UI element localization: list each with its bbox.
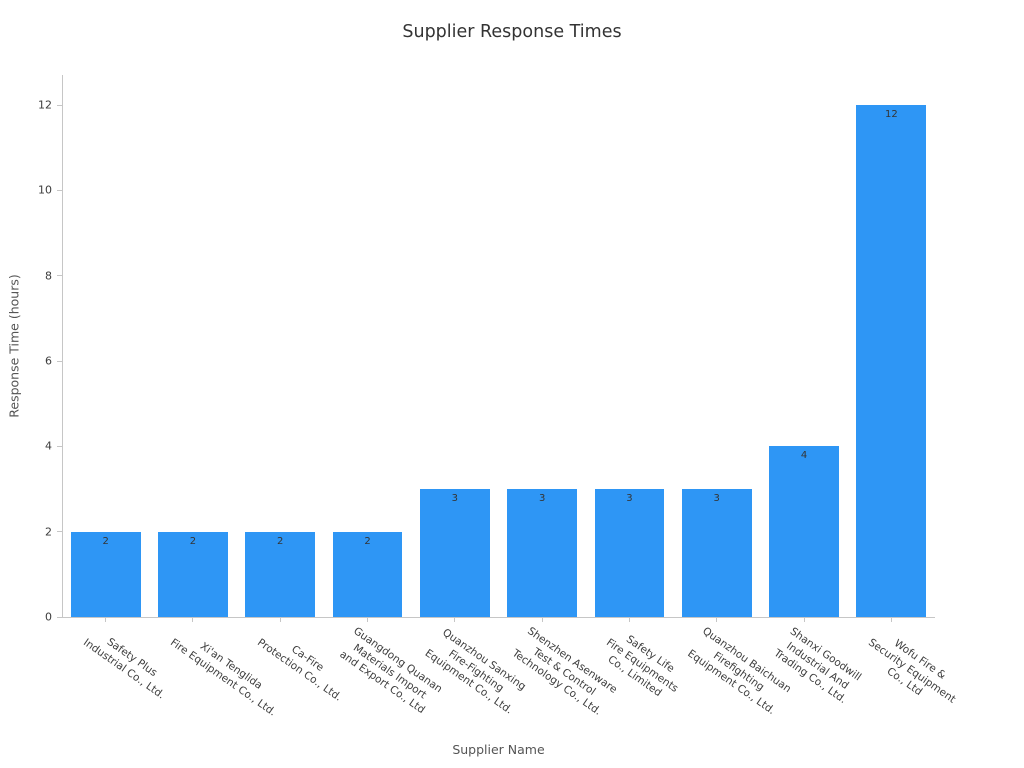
bar-value-label: 3 [451, 493, 459, 504]
bar-value-label: 2 [102, 535, 109, 547]
bar: 12 [856, 105, 927, 617]
x-tick-mark [803, 617, 805, 622]
y-tick-mark [57, 104, 62, 106]
bar: 3 [419, 489, 490, 617]
x-tick-label: Quanzhou Sanxing Fire-Fighting Equipment C… [421, 625, 530, 718]
x-tick-mark [716, 617, 718, 622]
bar-value-label: 12 [884, 109, 898, 120]
y-tick-mark [57, 189, 62, 191]
bar-value-label: 3 [538, 493, 546, 504]
x-tick-mark [192, 617, 194, 622]
y-tick-label: 6 [45, 354, 52, 368]
bar-value-label: 4 [800, 450, 808, 462]
bar: 3 [594, 489, 665, 617]
x-axis-line [62, 617, 935, 618]
y-tick-label: 8 [45, 269, 52, 283]
bar: 2 [158, 531, 228, 617]
y-tick-label: 2 [45, 525, 52, 539]
x-tick-mark [367, 617, 369, 622]
x-tick-mark [105, 617, 107, 622]
y-tick-label: 12 [38, 98, 52, 112]
x-tick-mark [541, 617, 543, 622]
bar: 3 [681, 489, 752, 617]
bar: 4 [769, 446, 839, 617]
y-tick-mark [57, 531, 62, 533]
bar-value-label: 3 [626, 493, 633, 504]
x-axis-label: Supplier Name [452, 742, 545, 757]
bar-value-label: 2 [189, 535, 197, 547]
x-tick-label: Wofu Fire & Security Equipment Co., Ltd [858, 625, 966, 718]
x-tick-label: Guangdong Quanan Materials Import and Expo… [334, 625, 444, 719]
y-tick-mark [57, 360, 62, 362]
chart-title: Supplier Response Times [402, 22, 622, 42]
plot-area: 0 2 4 6 8 10 12 2 Safety Plus Industrial Co., Ltd… [38, 75, 958, 718]
y-tick-mark [57, 616, 62, 618]
x-tick-label: Safety Plus Industrial Co., Ltd. [80, 625, 174, 702]
bar: 3 [507, 489, 578, 617]
y-tick-label: 10 [38, 183, 52, 197]
bar: 2 [245, 531, 316, 617]
bar-value-label: 3 [713, 493, 720, 504]
x-tick-label: Quanzhou Baichuan Firefighting Equipment C… [683, 625, 793, 719]
bar: 2 [332, 531, 403, 617]
x-tick-mark [628, 617, 630, 622]
bar: 2 [70, 531, 141, 617]
bar-value-label: 2 [364, 535, 371, 547]
y-axis-line [62, 75, 63, 617]
bar-value-label: 2 [277, 535, 284, 547]
x-tick-mark [890, 617, 892, 622]
x-tick-label: Shenzhen Asenware Test & Control Technolog… [509, 625, 619, 720]
y-tick-mark [57, 445, 62, 447]
y-tick-label: 0 [45, 610, 52, 624]
x-tick-mark [279, 617, 281, 622]
y-tick-mark [57, 275, 62, 277]
y-tick-label: 4 [45, 439, 52, 453]
y-axis-label: Response Time (hours) [6, 274, 22, 418]
x-tick-mark [454, 617, 456, 622]
